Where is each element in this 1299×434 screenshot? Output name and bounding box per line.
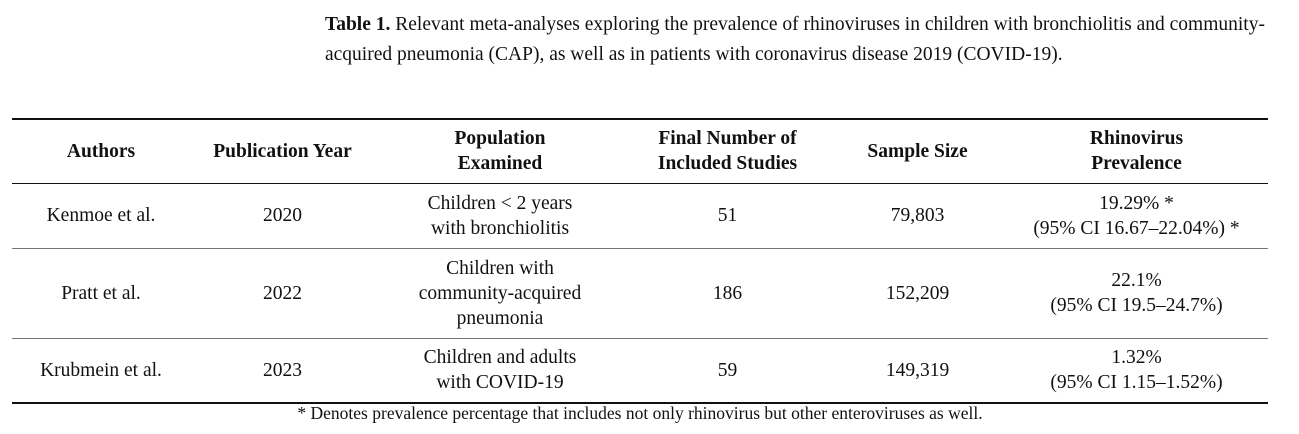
table-row: Kenmoe et al. 2020 Children < 2 years with … [12, 183, 1268, 248]
cell-text: 51 [717, 205, 738, 226]
table-cell: Children and adults with COVID-19 [375, 338, 625, 403]
header-text: Publication Year [213, 140, 352, 162]
cell-line: Children with [446, 257, 554, 279]
cell-line: pneumonia [456, 307, 544, 329]
footnote: * Denotes prevalence percentage that inc… [297, 403, 983, 423]
cell-line: community-acquired [418, 282, 582, 304]
cell-text: 2020 [263, 205, 302, 226]
caption-label: Table 1. [325, 14, 391, 35]
cell-text: 59 [717, 359, 738, 381]
table-cell: Kenmoe et al. [12, 183, 190, 248]
cell-text: Kenmoe et al. [46, 205, 156, 226]
table-cell: 51 [625, 183, 830, 248]
table-cell: 22.1% (95% CI 19.5–24.7%) [1005, 248, 1268, 338]
table-cell: 152,209 [830, 248, 1005, 338]
table-cell: Krubmein et al. [12, 338, 190, 403]
header-cell: Publication Year [190, 119, 375, 183]
header-cell: Population Examined [375, 119, 625, 183]
cell-text: 152,209 [885, 282, 950, 304]
cell-line: Children < 2 years [427, 192, 573, 214]
table-cell: Children with community-acquired pneumonia [375, 248, 625, 338]
header-cell: Rhinovirus Prevalence [1005, 119, 1268, 183]
table-cell: 2023 [190, 338, 375, 403]
table: Authors Publication Year Population Examin… [12, 118, 1268, 404]
cell-line: (95% CI 16.67–22.04%) * [1033, 217, 1240, 239]
header-text: Sample Size [867, 140, 968, 162]
table-cell: Children < 2 years with bronchiolitis [375, 183, 625, 248]
cell-text: 79,803 [890, 205, 945, 226]
table-body: Kenmoe et al. 2020 Children < 2 years with … [12, 183, 1268, 403]
cell-line: (95% CI 19.5–24.7%) [1050, 295, 1223, 316]
cell-line: 22.1% [1111, 270, 1162, 291]
header-text: Rhinovirus Prevalence [1089, 128, 1184, 175]
cell-text: Pratt et al. [61, 282, 141, 304]
cell-text: 186 [712, 282, 743, 304]
cell-text: 149,319 [885, 359, 950, 381]
cell-line: 1.32% [1111, 347, 1162, 369]
header-text: Authors [66, 140, 136, 162]
table-cell: Pratt et al. [12, 248, 190, 338]
cell-text: 2022 [263, 282, 302, 304]
table-cell: 1.32% (95% CI 1.15–1.52%) [1005, 338, 1268, 403]
cell-line: with COVID-19 [436, 372, 564, 394]
header-text: Population Examined [454, 128, 546, 175]
cell-text: Krubmein et al. [40, 359, 162, 381]
cell-line: Children and adults [423, 347, 577, 369]
table-row: Pratt et al. 2022 Children with community-a… [12, 248, 1268, 338]
cell-text: 2023 [263, 359, 302, 381]
table-cell: 186 [625, 248, 830, 338]
caption-text: Relevant meta-analyses exploring the pre… [325, 14, 1265, 65]
cell-line: 19.29% * [1099, 192, 1174, 214]
table-cell: 2022 [190, 248, 375, 338]
table-cell: 149,319 [830, 338, 1005, 403]
cell-line: with bronchiolitis [430, 217, 570, 239]
table-cell: 79,803 [830, 183, 1005, 248]
header-cell: Sample Size [830, 119, 1005, 183]
header-cell: Authors [12, 119, 190, 183]
table-row: Krubmein et al. 2023 Children and adults wi… [12, 338, 1268, 403]
table-cell: 2020 [190, 183, 375, 248]
table-caption: Table 1. Relevant meta-analyses explorin… [325, 10, 1270, 70]
header-row: Authors Publication Year Population Examin… [12, 119, 1268, 183]
header-text: Final Number of Included Studies [657, 128, 798, 175]
table-cell: 19.29% * (95% CI 16.67–22.04%) * [1005, 183, 1268, 248]
header-cell: Final Number of Included Studies [625, 119, 830, 183]
table-cell: 59 [625, 338, 830, 403]
cell-line: (95% CI 1.15–1.52%) [1050, 372, 1223, 394]
